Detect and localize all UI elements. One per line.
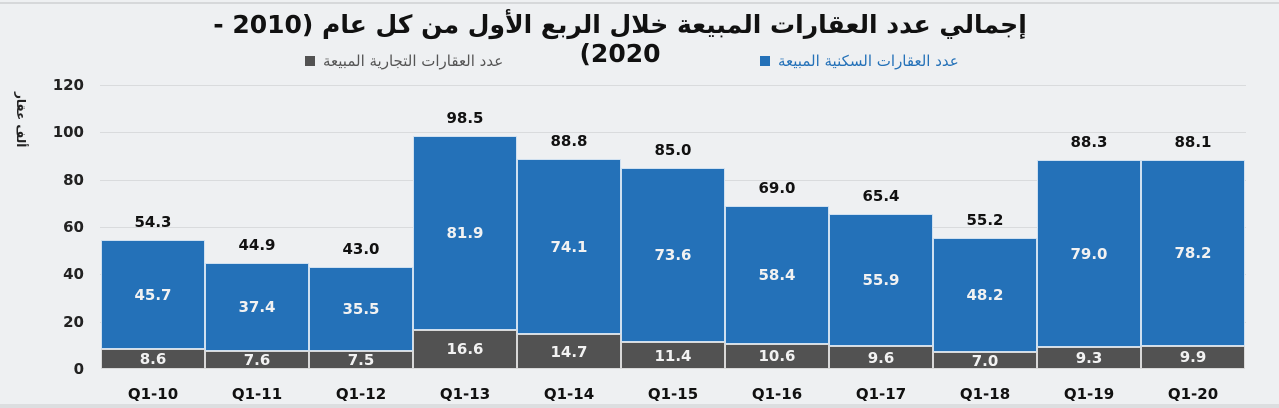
y-tick-label: 40 <box>63 265 84 284</box>
residential-value-label: 58.4 <box>758 265 796 284</box>
x-tick-label: Q1-20 <box>1167 385 1219 403</box>
legend-swatch-commercial-icon <box>305 56 315 66</box>
stacked-bar: 9.3 79.0 88.3 <box>1037 0 1141 408</box>
gridline <box>100 85 1246 86</box>
commercial-value-label: 7.5 <box>347 351 375 370</box>
commercial-value-label: 9.6 <box>867 348 895 367</box>
bar-segment-residential <box>413 135 517 330</box>
bar-segment-commercial <box>1037 346 1141 369</box>
x-tick-label: Q1-15 <box>647 385 699 403</box>
bar-segment-residential <box>933 238 1037 353</box>
commercial-value-label: 9.3 <box>1075 348 1103 367</box>
x-tick-label: Q1-16 <box>751 385 803 403</box>
total-value-label: 69.0 <box>758 178 796 197</box>
bar-segment-residential <box>725 205 829 344</box>
x-tick-label: Q1-12 <box>335 385 387 403</box>
bar-segment-residential <box>205 262 309 351</box>
bar-segment-commercial <box>829 346 933 369</box>
x-tick-label: Q1-13 <box>439 385 491 403</box>
bar-segment-commercial <box>933 352 1037 369</box>
residential-value-label: 35.5 <box>342 300 380 319</box>
y-tick-label: 60 <box>63 218 84 236</box>
commercial-value-label: 7.0 <box>971 351 999 370</box>
total-value-label: 55.2 <box>966 211 1004 230</box>
residential-value-label: 48.2 <box>966 286 1004 305</box>
bar-segment-commercial <box>205 351 309 369</box>
total-value-label: 54.3 <box>134 213 172 232</box>
bar-segment-residential <box>309 267 413 352</box>
commercial-value-label: 11.4 <box>654 346 692 365</box>
bar-segment-residential <box>829 213 933 347</box>
y-tick-label: 120 <box>52 76 84 94</box>
legend-item-residential: عدد العقارات السكنية المبيعة <box>760 52 959 70</box>
chart-title: إجمالي عدد العقارات المبيعة خلال الربع ا… <box>213 10 1027 68</box>
stacked-bar: 9.9 78.2 88.1 <box>1141 0 1245 408</box>
bar-segment-residential <box>621 167 725 342</box>
total-value-label: 88.8 <box>550 131 588 150</box>
total-value-label: 44.9 <box>238 235 276 254</box>
x-tick-label: Q1-19 <box>1063 385 1115 403</box>
stacked-bar: 9.6 55.9 65.4 <box>829 0 933 408</box>
bar-segment-residential <box>517 158 621 335</box>
bar-segment-commercial <box>1141 345 1245 369</box>
commercial-value-label: 14.7 <box>550 342 588 361</box>
y-tick-label: 0 <box>73 360 84 378</box>
total-value-label: 88.1 <box>1174 133 1212 152</box>
top-border <box>0 2 1279 4</box>
y-axis-label: ألف عقار <box>14 92 28 148</box>
bar-segment-commercial <box>413 329 517 369</box>
residential-value-label: 81.9 <box>446 223 484 242</box>
bar-segment-commercial <box>621 342 725 369</box>
bottom-border <box>0 404 1279 408</box>
stacked-bar: 8.6 45.7 54.3 <box>101 0 205 408</box>
total-value-label: 65.4 <box>862 187 900 206</box>
stacked-bar: 16.6 81.9 98.5 <box>413 0 517 408</box>
commercial-value-label: 7.6 <box>243 351 271 369</box>
residential-value-label: 79.0 <box>1070 244 1108 263</box>
bar-segment-residential <box>1141 160 1245 346</box>
commercial-value-label: 10.6 <box>758 347 796 366</box>
legend-label-residential: عدد العقارات السكنية المبيعة <box>778 52 959 70</box>
stacked-bar: 7.0 48.2 55.2 <box>933 0 1037 408</box>
stacked-bar: 7.5 35.5 43.0 <box>309 0 413 408</box>
y-tick-label: 100 <box>52 123 84 142</box>
commercial-value-label: 8.6 <box>139 349 167 368</box>
gridline <box>100 132 1246 133</box>
bar-segment-residential <box>101 240 205 349</box>
stacked-bar: 10.6 58.4 69.0 <box>725 0 829 408</box>
bar-segment-commercial <box>101 348 205 369</box>
legend-item-commercial: عدد العقارات التجارية المبيعة <box>305 52 503 70</box>
x-tick-label: Q1-14 <box>543 385 595 403</box>
total-value-label: 98.5 <box>446 108 484 127</box>
commercial-value-label: 16.6 <box>446 340 484 359</box>
residential-value-label: 37.4 <box>238 297 276 316</box>
residential-value-label: 74.1 <box>550 237 588 256</box>
bar-segment-commercial <box>309 351 413 369</box>
total-value-label: 85.0 <box>654 140 692 159</box>
residential-value-label: 78.2 <box>1174 244 1212 263</box>
y-tick-label: 20 <box>63 312 84 331</box>
x-tick-label: Q1-18 <box>959 385 1011 403</box>
legend-swatch-residential-icon <box>760 56 770 66</box>
bar-segment-residential <box>1037 160 1141 347</box>
stacked-bar: 7.6 37.4 44.9 <box>205 0 309 408</box>
x-tick-label: Q1-17 <box>855 385 907 403</box>
x-tick-label: Q1-10 <box>127 385 179 403</box>
stacked-bar: 11.4 73.6 85.0 <box>621 0 725 408</box>
residential-value-label: 45.7 <box>134 285 172 304</box>
stacked-bar: 14.7 74.1 88.8 <box>517 0 621 408</box>
y-tick-label: 80 <box>63 170 84 189</box>
bar-segment-commercial <box>517 334 621 369</box>
x-tick-label: Q1-11 <box>231 385 283 403</box>
total-value-label: 43.0 <box>342 240 380 259</box>
residential-value-label: 55.9 <box>862 271 900 290</box>
total-value-label: 88.3 <box>1070 133 1108 152</box>
bar-segment-commercial <box>725 343 829 369</box>
legend-label-commercial: عدد العقارات التجارية المبيعة <box>323 52 504 70</box>
commercial-value-label: 9.9 <box>1179 348 1207 367</box>
residential-value-label: 73.6 <box>654 245 692 264</box>
